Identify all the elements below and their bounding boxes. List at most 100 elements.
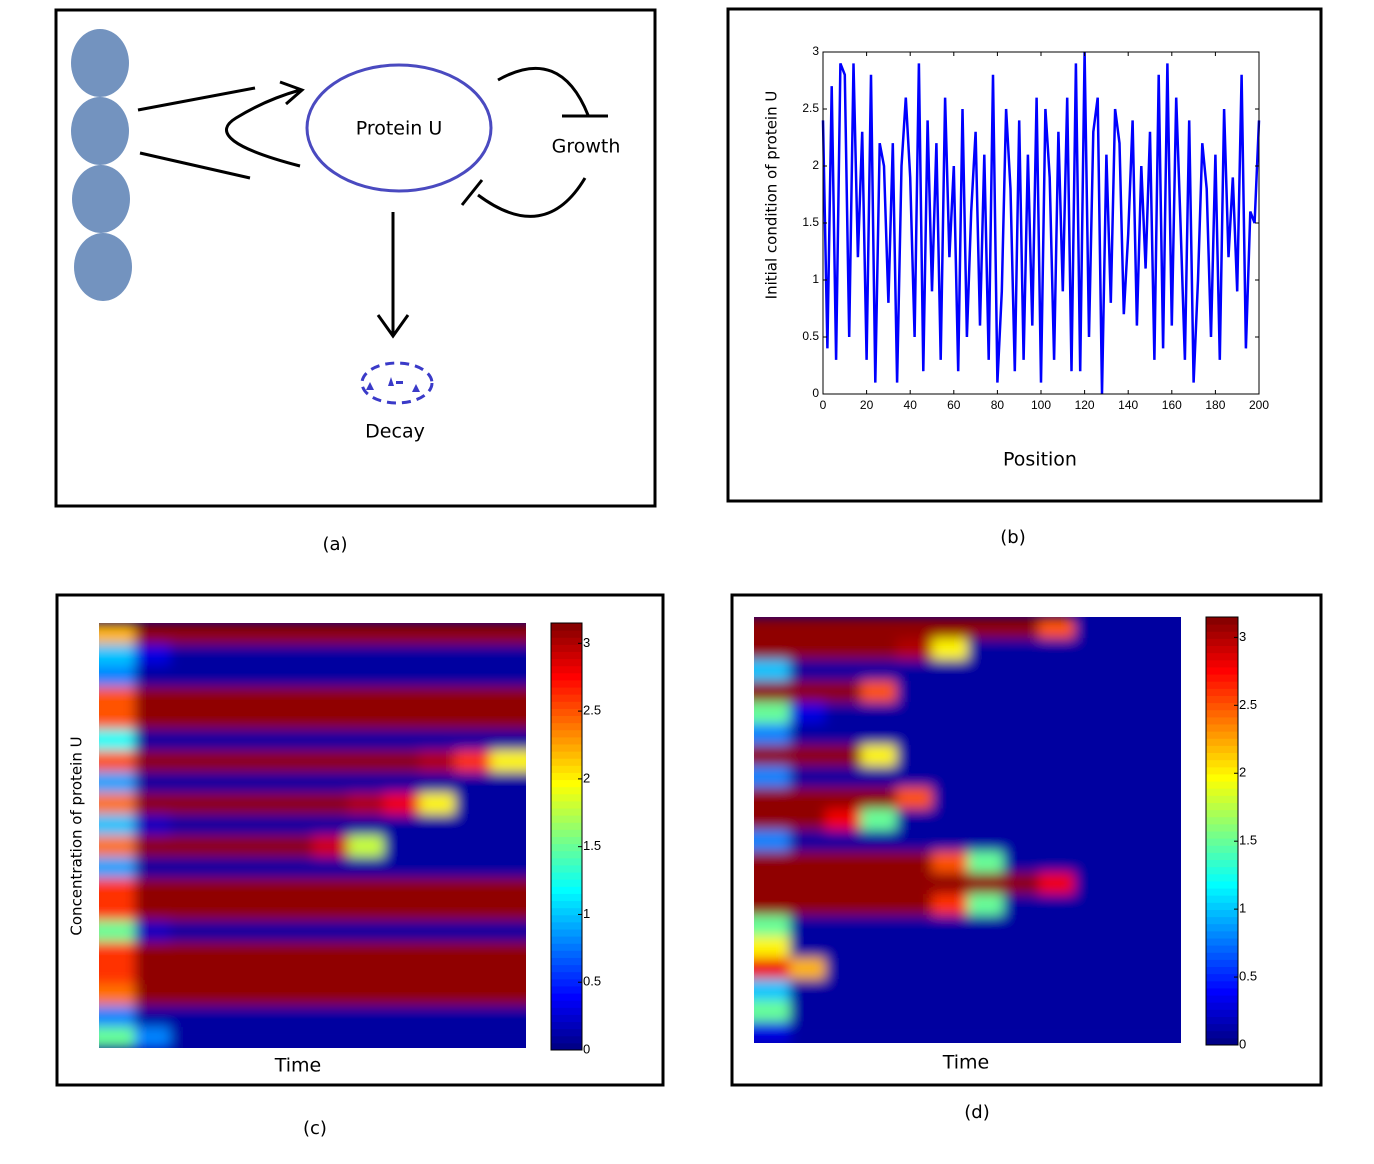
heatmap-cell <box>276 623 314 645</box>
heatmap-cell <box>1145 872 1181 895</box>
colorbar-step <box>551 971 582 980</box>
heatmap-cell <box>419 686 456 709</box>
heatmap-cell <box>825 617 862 639</box>
colorbar-tick-label: 2.5 <box>583 703 601 718</box>
colorbar-step <box>551 914 582 923</box>
heatmap-cell <box>754 702 791 725</box>
heatmap-cell <box>241 878 278 900</box>
colorbar-step <box>551 857 582 866</box>
colorbar-step <box>1206 645 1238 654</box>
heatmap-cell <box>1003 957 1040 980</box>
heatmap-cell <box>754 915 791 938</box>
heatmap-cell <box>860 872 897 895</box>
heatmap-cell <box>860 617 897 639</box>
colorbar-step <box>1206 1009 1238 1017</box>
heatmap-cell <box>931 957 969 980</box>
heatmap-cell <box>348 856 385 879</box>
heatmap-cell <box>312 963 349 985</box>
colorbar-step <box>551 1014 582 1023</box>
heatmap-cell <box>1074 851 1111 874</box>
heatmap-cell <box>789 957 826 980</box>
colorbar-step <box>551 815 582 823</box>
colorbar-step <box>551 694 582 702</box>
heatmap-cell <box>99 686 136 709</box>
colorbar-step <box>551 637 582 645</box>
colorbar-step <box>1206 959 1238 968</box>
heatmap-cell <box>967 915 1004 938</box>
heatmap-cell <box>99 708 136 730</box>
caption: (d) <box>964 1102 989 1123</box>
heatmap-cell <box>419 729 456 752</box>
heatmap-cell <box>967 936 1004 959</box>
colorbar-step <box>551 644 582 652</box>
colorbar-step <box>551 985 582 994</box>
heatmap-cell <box>490 686 526 709</box>
heatmap-cell <box>1109 979 1147 1001</box>
heatmap-cell <box>789 787 826 810</box>
heatmap-cell <box>276 750 314 773</box>
heatmap-cell <box>383 750 420 773</box>
heatmap-cell <box>348 984 385 1007</box>
colorbar-step <box>1206 916 1238 925</box>
heatmap-cell <box>1074 638 1111 661</box>
heatmap-cell <box>789 893 826 916</box>
y-tick-label: 0.5 <box>802 329 819 343</box>
x-axis-label: Position <box>1003 449 1077 471</box>
heatmap-cell <box>1003 787 1040 810</box>
heatmap-cell <box>1145 957 1181 980</box>
heatmap-cell <box>1038 872 1075 895</box>
colorbar-step <box>551 1042 582 1051</box>
heatmap-cell <box>170 920 207 943</box>
colorbar-frame <box>550 622 583 1051</box>
heatmap-cell <box>789 617 826 639</box>
heatmap-cell <box>1038 851 1075 874</box>
heatmap-cell <box>170 899 207 922</box>
heatmap-cell <box>1145 744 1181 767</box>
heatmap-cell <box>967 979 1004 1001</box>
heatmap-cell <box>454 708 492 730</box>
heatmap-cell <box>419 984 456 1007</box>
heatmap-cell <box>754 787 791 810</box>
heatmap-cell <box>205 750 242 773</box>
heatmap-cell <box>490 644 526 667</box>
heatmap-cell <box>383 835 420 858</box>
heatmap-cell <box>931 723 969 746</box>
heatmap-cell <box>276 984 314 1007</box>
heatmap-cell <box>1145 702 1181 725</box>
caption: (c) <box>303 1118 327 1139</box>
colorbar-step <box>1206 1037 1238 1046</box>
heatmap-cell <box>1109 744 1147 767</box>
heatmap-cell <box>205 814 242 837</box>
heatmap-cell <box>383 941 420 964</box>
heatmap-cell <box>1038 957 1075 980</box>
y-tick-label: 0 <box>812 386 819 400</box>
y-tick-label: 1 <box>812 272 819 286</box>
heatmap-cell <box>754 936 791 959</box>
heatmap-cell <box>241 793 278 815</box>
heatmap-cell <box>1003 936 1040 959</box>
heatmap-cell <box>860 893 897 916</box>
heatmap-cell <box>312 1026 349 1048</box>
heatmap-cell <box>1038 659 1075 682</box>
heatmap-cell <box>205 686 242 709</box>
heatmap-cell <box>490 1026 526 1048</box>
heatmap-cell <box>241 920 278 943</box>
colorbar-step <box>1206 1030 1238 1039</box>
heatmap-cell <box>1145 808 1181 831</box>
colorbar-step <box>1206 802 1238 811</box>
heatmap-cell <box>931 915 969 938</box>
colorbar-step <box>1206 823 1238 832</box>
heatmap-cell <box>860 638 897 661</box>
heatmap-cell <box>348 920 385 943</box>
heatmap-cell <box>419 750 456 773</box>
heatmap-cell <box>825 1021 862 1043</box>
heatmap-cell <box>1038 830 1075 852</box>
heatmap-cell <box>1074 957 1111 980</box>
heatmap-cell <box>490 665 526 688</box>
colorbar-step <box>1206 702 1238 711</box>
heatmap-cell <box>931 617 969 639</box>
heatmap-cell <box>825 915 862 938</box>
heatmap-cell <box>789 723 826 746</box>
heatmap-cell <box>490 793 526 815</box>
heatmap-cell <box>1074 680 1111 703</box>
